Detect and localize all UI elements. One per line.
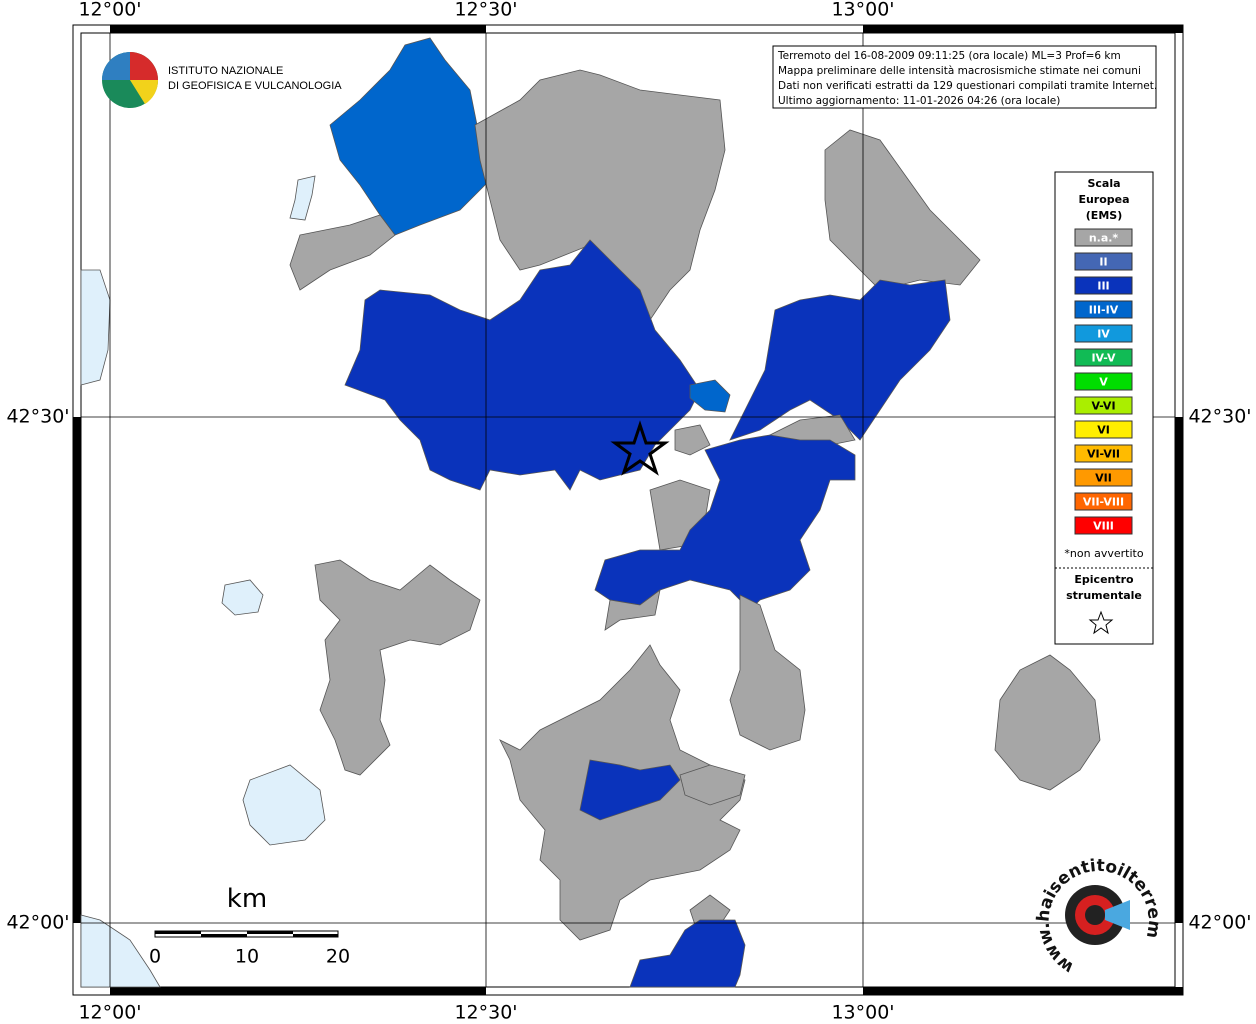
legend-epicenter: strumentale — [1066, 589, 1142, 602]
municipality — [314, 559, 481, 776]
axis-label: 42°00' — [6, 912, 69, 934]
legend-note: *non avvertito — [1064, 547, 1143, 560]
legend-title: Scala — [1087, 177, 1120, 190]
legend-epicenter: Epicentro — [1074, 573, 1134, 586]
scale-unit: km — [227, 884, 267, 914]
epicenter-star — [610, 420, 670, 476]
legend-label: VIII — [1093, 520, 1114, 533]
municipality — [344, 239, 701, 491]
legend-swatch — [1074, 228, 1133, 247]
legend-label: VI — [1097, 424, 1110, 437]
info-line: Dati non verificati estratti da 129 ques… — [778, 80, 1157, 92]
legend-swatch — [1074, 324, 1133, 343]
axis-label: 42°00' — [1188, 912, 1251, 934]
legend-label: VII — [1095, 472, 1112, 485]
legend-swatch — [1074, 252, 1133, 271]
legend-swatch — [1074, 468, 1133, 487]
municipality — [824, 129, 981, 291]
legend-title: Europea — [1078, 193, 1129, 206]
legend-label: III — [1097, 280, 1109, 293]
legend-swatch — [1074, 492, 1133, 511]
municipality — [679, 764, 746, 806]
axis-label: 12°00' — [78, 0, 141, 21]
ingv-logo: ISTITUTO NAZIONALE DI GEOFISICA E VULCAN… — [102, 52, 342, 108]
info-line: Ultimo aggiornamento: 11-01-2026 04:26 (… — [778, 95, 1060, 107]
scale-bar: km 0 10 20 — [149, 884, 350, 968]
municipality — [289, 214, 396, 291]
frame-border — [73, 25, 1183, 995]
axis-label: 12°30' — [454, 1002, 517, 1024]
scale-label: 10 — [235, 946, 259, 968]
logo-text: ISTITUTO NAZIONALE — [168, 65, 283, 77]
axis-label: 12°00' — [78, 1002, 141, 1024]
legend-swatch — [1074, 516, 1133, 535]
legend-label: IV — [1097, 328, 1110, 341]
axis-label: 13°00' — [831, 1002, 894, 1024]
municipality — [604, 589, 661, 631]
municipality — [994, 654, 1101, 791]
axis-label: 42°30' — [1188, 406, 1251, 428]
legend-swatch — [1074, 372, 1133, 391]
legend-swatch — [1074, 420, 1133, 439]
info-box — [772, 45, 1157, 109]
legend-label: VII-VIII — [1083, 496, 1124, 509]
municipality — [689, 894, 731, 926]
legend-swatch — [1074, 348, 1133, 367]
axis-label: 12°30' — [454, 0, 517, 21]
municipality — [629, 919, 746, 988]
municipalities — [80, 37, 1101, 988]
municipality — [474, 69, 726, 321]
legend-swatch — [1074, 396, 1133, 415]
legend-swatch — [1074, 300, 1133, 319]
info-line: Terremoto del 16-08-2009 09:11:25 (ora l… — [777, 50, 1121, 62]
legend: Scala Europea (EMS) *non avvertito Epice… — [1054, 171, 1154, 645]
legend-label: II — [1099, 256, 1107, 269]
legend-label: III-IV — [1089, 304, 1119, 317]
legend-label: VI-VII — [1087, 448, 1120, 461]
logo-text: DI GEOFISICA E VULCANOLOGIA — [168, 80, 342, 92]
legend-label: n.a.* — [1089, 232, 1119, 245]
info-line: Mappa preliminare delle intensità macros… — [778, 65, 1141, 77]
municipality — [689, 379, 731, 413]
municipality — [579, 759, 681, 821]
axis-label: 13°00' — [831, 0, 894, 21]
scale-label: 0 — [149, 946, 161, 968]
legend-title: (EMS) — [1086, 209, 1122, 222]
legend-label: V-VI — [1091, 400, 1115, 413]
legend-swatch — [1074, 276, 1133, 295]
legend-label: IV-V — [1091, 352, 1116, 365]
municipality — [729, 594, 806, 751]
legend-label: V — [1099, 376, 1108, 389]
axis-label: 42°30' — [6, 406, 69, 428]
scale-label: 20 — [326, 946, 350, 968]
graticule — [81, 33, 1175, 987]
municipality — [674, 424, 711, 456]
legend-swatch — [1074, 444, 1133, 463]
